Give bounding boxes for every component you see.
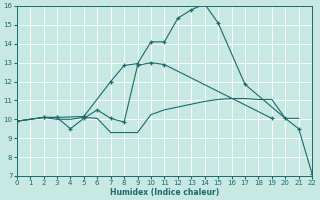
X-axis label: Humidex (Indice chaleur): Humidex (Indice chaleur) [110, 188, 219, 197]
